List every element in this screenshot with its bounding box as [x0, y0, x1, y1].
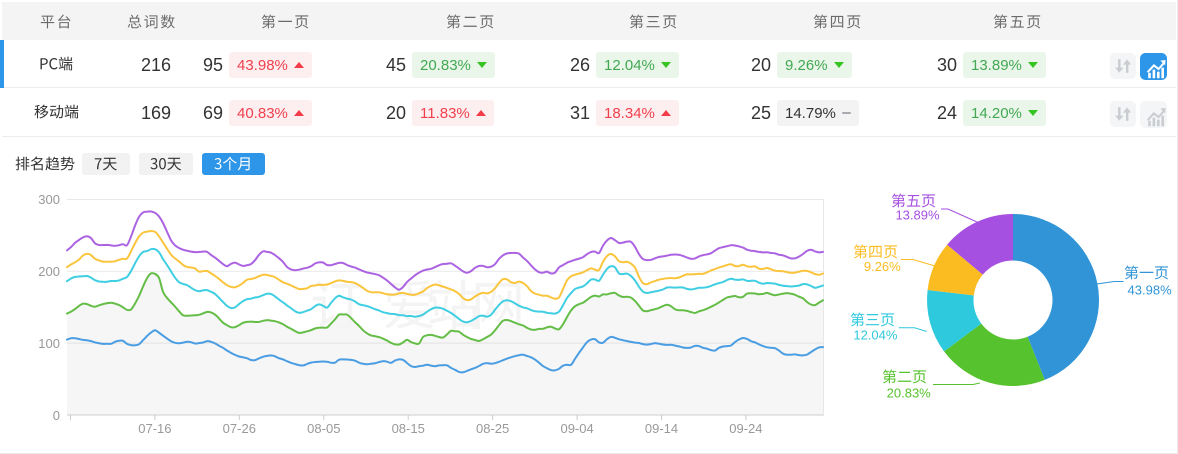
- svg-text:20.83%: 20.83%: [887, 386, 932, 401]
- svg-text:9.26%: 9.26%: [864, 259, 901, 274]
- svg-text:13.89%: 13.89%: [895, 208, 940, 223]
- svg-text:12.04%: 12.04%: [853, 328, 898, 343]
- svg-text:43.98%: 43.98%: [1128, 283, 1173, 298]
